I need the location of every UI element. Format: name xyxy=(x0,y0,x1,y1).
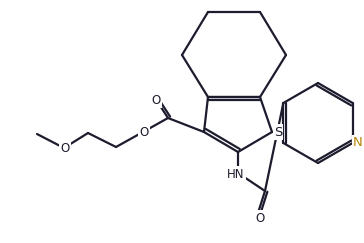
Text: HN: HN xyxy=(227,167,245,181)
Text: S: S xyxy=(274,125,282,139)
Text: O: O xyxy=(151,94,161,106)
Text: O: O xyxy=(256,211,265,225)
Text: O: O xyxy=(139,125,149,139)
Text: O: O xyxy=(60,141,70,155)
Text: N: N xyxy=(353,137,363,149)
